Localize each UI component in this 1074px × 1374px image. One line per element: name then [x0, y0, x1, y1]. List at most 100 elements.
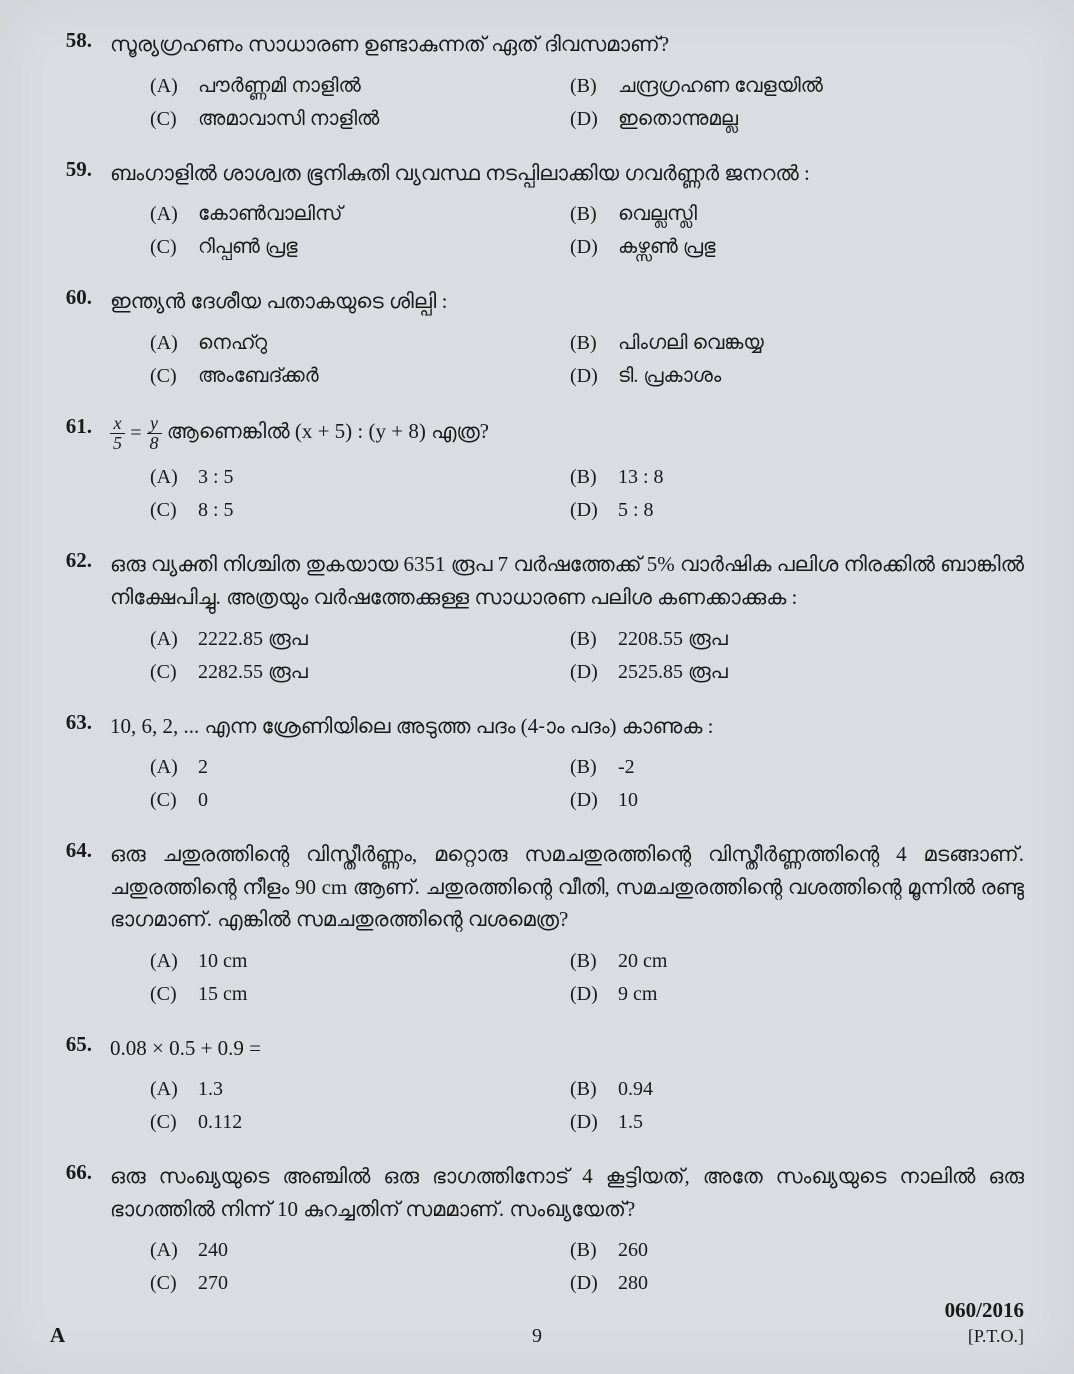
opt-label-c: (C) — [150, 983, 184, 1006]
opt-label-c: (C) — [150, 365, 184, 388]
question-number: 64. — [50, 838, 92, 863]
question-58: 58. സൂര്യഗ്രഹണം സാധാരണ ഉണ്ടാകുന്നത് ഏത് … — [50, 28, 1024, 131]
opt-label-b: (B) — [570, 628, 604, 651]
opt-label-a: (A) — [150, 1078, 184, 1101]
opt-label-d: (D) — [570, 108, 604, 131]
opt-text-b: -2 — [618, 756, 635, 779]
fraction-x5: x5 — [110, 414, 125, 453]
opt-text-a: 1.3 — [198, 1078, 223, 1101]
opt-text-a: 240 — [198, 1239, 228, 1262]
opt-label-b: (B) — [570, 950, 604, 973]
options: (A) 2222.85 രൂപ (B) 2208.55 രൂപ (C) 2282.55… — [150, 628, 1024, 684]
page-number: 9 — [532, 1325, 542, 1348]
opt-label-b: (B) — [570, 203, 604, 226]
opt-label-c: (C) — [150, 1272, 184, 1295]
options: (A)240 (B)260 (C)270 (D)280 — [150, 1239, 1024, 1295]
paper-code: 060/2016 — [945, 1297, 1024, 1324]
options: (A)കോൺവാലിസ് (B)വെല്ലസ്ലി (C)റിപ്പൺ പ്രഭ… — [150, 203, 1024, 259]
opt-label-c: (C) — [150, 108, 184, 131]
opt-text-a: നെഹ്റു — [198, 332, 267, 355]
opt-text-b: 2208.55 രൂപ — [618, 628, 728, 651]
question-number: 66. — [50, 1160, 92, 1185]
opt-label-b: (B) — [570, 75, 604, 98]
opt-text-b: ചന്ദ്രഗ്രഹണ വേളയിൽ — [618, 75, 823, 98]
question-59: 59. ബംഗാളിൽ ശാശ്വത ഭൂനികുതി വ്യവസ്ഥ നടപ്… — [50, 157, 1024, 260]
question-66: 66. ഒരു സംഖ്യയുടെ അഞ്ചിൽ ഒരു ഭാഗത്തിനോട്… — [50, 1160, 1024, 1295]
question-62: 62. ഒരു വ്യക്തി നിശ്ചിത തുകയായ 6351 രൂപ … — [50, 548, 1024, 683]
opt-text-c: 0.112 — [198, 1111, 242, 1134]
opt-text-a: 3 : 5 — [198, 466, 234, 489]
opt-label-c: (C) — [150, 499, 184, 522]
opt-label-d: (D) — [570, 499, 604, 522]
question-65: 65. 0.08 × 0.5 + 0.9 = (A)1.3 (B)0.94 (C… — [50, 1032, 1024, 1135]
pto-label: [P.T.O.] — [945, 1325, 1024, 1348]
question-text: സൂര്യഗ്രഹണം സാധാരണ ഉണ്ടാകുന്നത് ഏത് ദിവസ… — [110, 28, 1024, 61]
opt-label-d: (D) — [570, 789, 604, 812]
opt-text-c: റിപ്പൺ പ്രഭു — [198, 236, 298, 259]
question-60: 60. ഇന്ത്യൻ ദേശീയ പതാകയുടെ ശില്പി : (A)ന… — [50, 285, 1024, 388]
opt-text-b: 260 — [618, 1239, 648, 1262]
opt-text-c: അമാവാസി നാളിൽ — [198, 108, 379, 131]
options: (A)1.3 (B)0.94 (C)0.112 (D)1.5 — [150, 1078, 1024, 1134]
opt-text-c: 2282.55 രൂപ — [198, 661, 308, 684]
opt-label-a: (A) — [150, 950, 184, 973]
question-number: 65. — [50, 1032, 92, 1057]
opt-text-d: 280 — [618, 1272, 648, 1295]
opt-label-a: (A) — [150, 332, 184, 355]
question-number: 63. — [50, 710, 92, 735]
opt-text-d: ഇതൊന്നുമല്ല — [618, 108, 738, 131]
fraction-y8: y8 — [147, 414, 162, 453]
question-63: 63. 10, 6, 2, ... എന്ന ശ്രേണിയിലെ അടുത്ത… — [50, 710, 1024, 813]
opt-text-d: 5 : 8 — [618, 499, 654, 522]
exam-page: 58. സൂര്യഗ്രഹണം സാധാരണ ഉണ്ടാകുന്നത് ഏത് … — [0, 0, 1074, 1374]
opt-label-c: (C) — [150, 236, 184, 259]
opt-text-d: 9 cm — [618, 983, 657, 1006]
opt-label-d: (D) — [570, 365, 604, 388]
opt-label-a: (A) — [150, 628, 184, 651]
question-number: 60. — [50, 285, 92, 310]
question-number: 58. — [50, 28, 92, 53]
opt-label-d: (D) — [570, 661, 604, 684]
question-61: 61. x5 = y8 ആണെങ്കിൽ (x + 5) : (y + 8) എ… — [50, 414, 1024, 523]
opt-text-c: 0 — [198, 789, 208, 812]
opt-label-d: (D) — [570, 1272, 604, 1295]
opt-text-a: 2222.85 രൂപ — [198, 628, 308, 651]
question-number: 59. — [50, 157, 92, 182]
question-text: ഒരു ചതുരത്തിന്റെ വിസ്തീർണ്ണം, മറ്റൊരു സമ… — [110, 838, 1024, 936]
opt-label-b: (B) — [570, 1078, 604, 1101]
opt-label-d: (D) — [570, 1111, 604, 1134]
question-text: 0.08 × 0.5 + 0.9 = — [110, 1032, 1024, 1065]
opt-label-c: (C) — [150, 661, 184, 684]
opt-label-a: (A) — [150, 1239, 184, 1262]
question-text: x5 = y8 ആണെങ്കിൽ (x + 5) : (y + 8) എത്ര? — [110, 414, 1024, 453]
opt-text-d: ടി. പ്രകാശം — [618, 365, 721, 388]
opt-text-d: 10 — [618, 789, 638, 812]
question-number: 61. — [50, 414, 92, 439]
opt-label-c: (C) — [150, 1111, 184, 1134]
opt-label-b: (B) — [570, 756, 604, 779]
opt-label-a: (A) — [150, 75, 184, 98]
opt-label-d: (D) — [570, 236, 604, 259]
opt-label-a: (A) — [150, 203, 184, 226]
opt-text-c: 15 cm — [198, 983, 247, 1006]
question-64: 64. ഒരു ചതുരത്തിന്റെ വിസ്തീർണ്ണം, മറ്റൊര… — [50, 838, 1024, 1006]
question-text: ബംഗാളിൽ ശാശ്വത ഭൂനികുതി വ്യവസ്ഥ നടപ്പിലാ… — [110, 157, 1024, 190]
question-number: 62. — [50, 548, 92, 573]
opt-text-b: 13 : 8 — [618, 466, 664, 489]
opt-label-b: (B) — [570, 332, 604, 355]
question-text: ഒരു വ്യക്തി നിശ്ചിത തുകയായ 6351 രൂപ 7 വർ… — [110, 548, 1024, 613]
q61-tail: ആണെങ്കിൽ (x + 5) : (y + 8) എത്ര? — [167, 419, 489, 443]
opt-text-c: 8 : 5 — [198, 499, 234, 522]
question-text: 10, 6, 2, ... എന്ന ശ്രേണിയിലെ അടുത്ത പദം… — [110, 710, 1024, 743]
opt-text-d: 2525.85 രൂപ — [618, 661, 728, 684]
options: (A)2 (B)-2 (C)0 (D)10 — [150, 756, 1024, 812]
opt-label-b: (B) — [570, 1239, 604, 1262]
opt-label-c: (C) — [150, 789, 184, 812]
opt-label-a: (A) — [150, 466, 184, 489]
opt-text-a: 10 cm — [198, 950, 247, 973]
opt-text-b: പിംഗലി വെങ്കയ്യ — [618, 332, 764, 355]
question-text: ഒരു സംഖ്യയുടെ അഞ്ചിൽ ഒരു ഭാഗത്തിനോട് 4 ക… — [110, 1160, 1024, 1225]
options: (A)10 cm (B)20 cm (C)15 cm (D)9 cm — [150, 950, 1024, 1006]
opt-label-a: (A) — [150, 756, 184, 779]
opt-label-b: (B) — [570, 466, 604, 489]
